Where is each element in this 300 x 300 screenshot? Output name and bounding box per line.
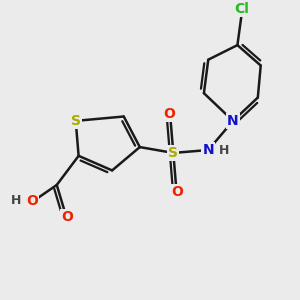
- Text: N: N: [227, 114, 239, 128]
- Text: O: O: [61, 210, 73, 224]
- Text: O: O: [163, 106, 175, 121]
- Text: N: N: [202, 143, 214, 157]
- Text: H: H: [219, 143, 230, 157]
- Text: O: O: [172, 185, 184, 199]
- Text: S: S: [71, 114, 81, 128]
- Text: Cl: Cl: [234, 2, 249, 16]
- Text: S: S: [168, 146, 178, 160]
- Text: O: O: [26, 194, 38, 208]
- Text: H: H: [11, 194, 21, 208]
